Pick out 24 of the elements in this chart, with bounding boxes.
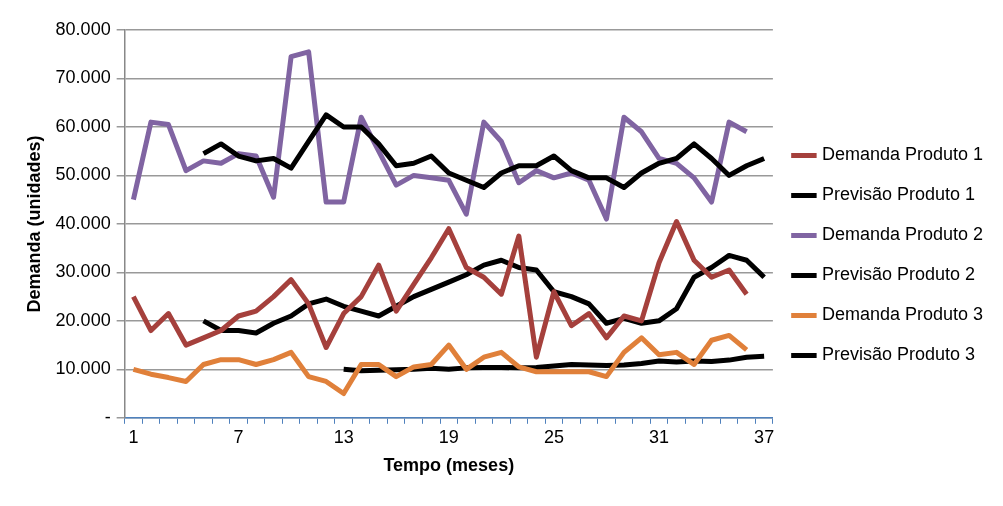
x-tick-label: 1 — [128, 426, 139, 447]
x-tick-label: 25 — [543, 426, 564, 447]
y-tick-label: 40.000 — [55, 212, 111, 233]
x-tick-label: 31 — [649, 426, 670, 447]
legend-label: Demanda Produto 1 — [821, 144, 984, 165]
y-tick-label: 50.000 — [55, 164, 111, 185]
y-tick-label: - — [104, 406, 111, 427]
legend-label: Previsão Produto 1 — [821, 184, 975, 205]
y-tick-label: 30.000 — [55, 261, 111, 282]
y-axis-title: Demanda (unidades) — [23, 135, 44, 313]
x-tick-label: 13 — [333, 426, 354, 447]
legend-label: Demanda Produto 3 — [821, 304, 984, 325]
x-axis-title: Tempo (meses) — [383, 455, 515, 476]
y-tick-label: 60.000 — [55, 115, 111, 136]
x-tick-label: 7 — [233, 426, 244, 447]
x-tick-label: 37 — [754, 426, 775, 447]
legend-label: Demanda Produto 2 — [821, 224, 984, 245]
y-tick-label: 10.000 — [55, 358, 111, 379]
y-tick-label: 80.000 — [55, 18, 111, 39]
y-tick-label: 70.000 — [55, 67, 111, 88]
x-tick-label: 19 — [438, 426, 459, 447]
legend-label: Previsão Produto 3 — [821, 344, 975, 365]
legend-label: Previsão Produto 2 — [821, 264, 975, 285]
y-tick-label: 20.000 — [55, 309, 111, 330]
